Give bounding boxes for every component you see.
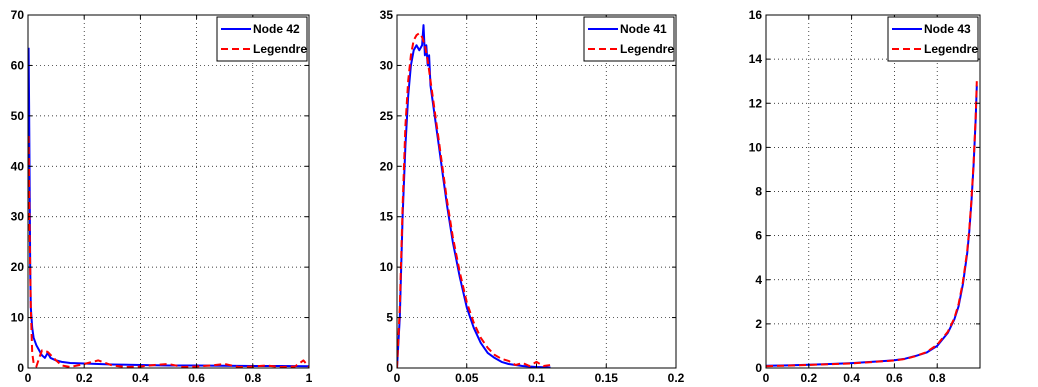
- series-group: [397, 24, 551, 368]
- y-tick-label: 6: [755, 229, 762, 243]
- y-tick-label: 0: [386, 361, 393, 375]
- y-tick-label: 10: [380, 260, 394, 274]
- y-tick-label: 20: [380, 159, 394, 173]
- y-tick-label: 0: [17, 361, 24, 375]
- x-tick-label: 0.2: [76, 371, 93, 385]
- series-line-2: [397, 32, 551, 368]
- y-tick-label: 35: [380, 8, 394, 22]
- y-tick-label: 8: [755, 185, 762, 199]
- y-tick-label: 4: [755, 273, 762, 287]
- y-tick-label: 0: [755, 361, 762, 375]
- x-tick-label: 0.4: [132, 371, 149, 385]
- x-tick-label: 0: [394, 371, 401, 385]
- x-tick-label: 0.15: [595, 371, 619, 385]
- y-tick-label: 5: [386, 311, 393, 325]
- legend: Node 41 Legendre: [583, 16, 675, 62]
- series-line-2: [766, 81, 978, 368]
- legend: Node 42 Legendre: [216, 16, 308, 62]
- legend-box: [216, 16, 308, 62]
- series-group: [766, 81, 978, 368]
- x-tick-label: 0.4: [843, 371, 860, 385]
- y-tick-label: 14: [749, 52, 763, 66]
- legend-box: [887, 16, 979, 62]
- series-line-1: [28, 47, 309, 368]
- y-tick-label: 25: [380, 109, 394, 123]
- x-tick-label: 0.6: [886, 371, 903, 385]
- x-tick-label: 0.05: [455, 371, 479, 385]
- x-tick-label: 0.6: [188, 371, 205, 385]
- legend-label-2: Legendre: [253, 42, 307, 56]
- plot-area: [766, 15, 980, 368]
- subplot-2: 0 0.05 0.1 0.15 0.2 0 5 10 15 20 25 30 35 Node 41 Lege…: [380, 8, 685, 385]
- y-tick-label: 30: [11, 210, 25, 224]
- y-tick-label: 12: [749, 96, 763, 110]
- y-tick-label: 10: [11, 311, 25, 325]
- y-tick-label: 15: [380, 210, 394, 224]
- legend-label-1: Node 41: [620, 22, 667, 36]
- legend-label-1: Node 43: [924, 22, 971, 36]
- legend-label-2: Legendre: [924, 42, 978, 56]
- x-tick-label: 0.2: [668, 371, 685, 385]
- subplot-3: 0 0.2 0.4 0.6 0.8 0 2 4 6 8 10 12 14 16 Node 43 Legendr…: [749, 8, 981, 385]
- legend-box: [583, 16, 675, 62]
- x-tick-label: 0: [25, 371, 32, 385]
- y-tick-label: 16: [749, 8, 763, 22]
- y-tick-label: 70: [11, 8, 25, 22]
- legend-label-1: Node 42: [253, 22, 300, 36]
- series-line-2: [28, 135, 309, 368]
- x-tick-label: 0.2: [800, 371, 817, 385]
- x-tick-label: 0: [763, 371, 770, 385]
- y-tick-label: 10: [749, 140, 763, 154]
- y-tick-label: 20: [11, 260, 25, 274]
- y-tick-label: 60: [11, 58, 25, 72]
- x-tick-label: 1: [306, 371, 313, 385]
- y-tick-label: 2: [755, 317, 762, 331]
- x-tick-label: 0.8: [929, 371, 946, 385]
- legend: Node 43 Legendre: [887, 16, 979, 62]
- y-tick-label: 40: [11, 159, 25, 173]
- series-group: [28, 47, 309, 368]
- axes-frame: [27, 14, 310, 369]
- y-tick-label: 30: [380, 58, 394, 72]
- x-tick-label: 0.8: [244, 371, 261, 385]
- plot-area: [28, 15, 309, 368]
- x-tick-label: 0.1: [528, 371, 545, 385]
- y-tick-label: 50: [11, 109, 25, 123]
- legend-label-2: Legendre: [620, 42, 674, 56]
